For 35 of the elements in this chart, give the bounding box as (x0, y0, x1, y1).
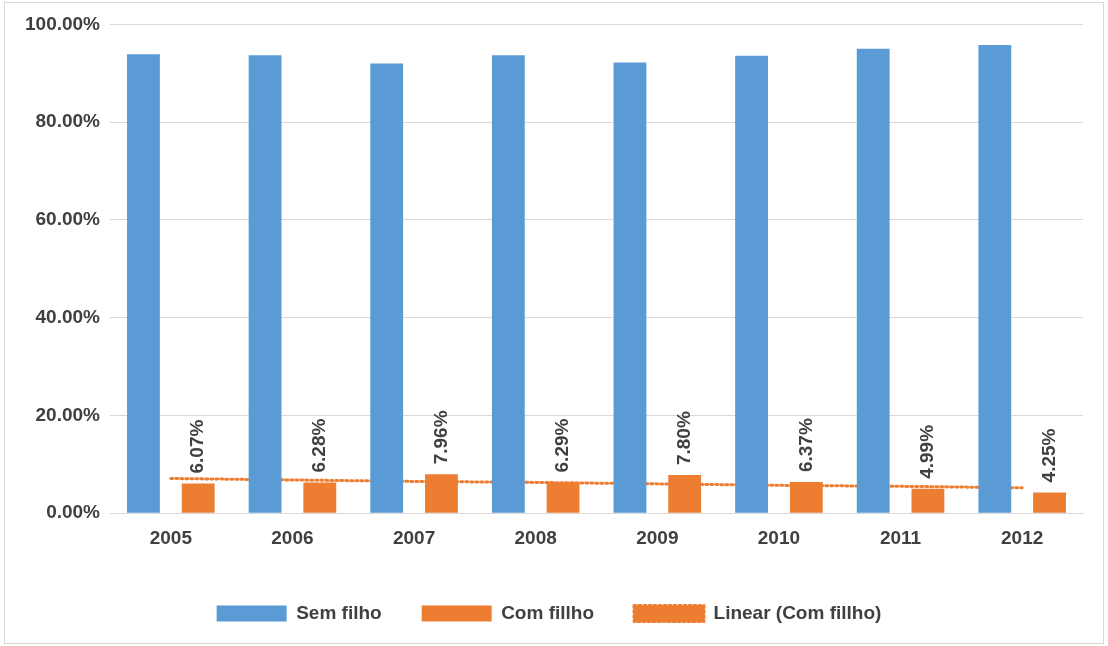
y-tick-label: 60.00% (35, 208, 101, 230)
x-tick-label: 2010 (757, 526, 801, 548)
y-tick-label: 0.00% (46, 501, 101, 523)
data-label: 7.96% (429, 410, 451, 465)
data-label: 6.37% (794, 418, 816, 473)
y-tick-label: 100.00% (24, 12, 101, 34)
data-label: 4.25% (1037, 428, 1059, 483)
bar (978, 44, 1012, 513)
bar (127, 54, 160, 513)
bar (370, 63, 404, 513)
y-tick-label: 20.00% (35, 403, 101, 425)
x-tick-label: 2006 (271, 526, 314, 548)
bar (181, 483, 215, 513)
bar (735, 55, 768, 513)
legend-label: Com fillho (501, 601, 595, 623)
x-tick-label: 2011 (879, 526, 922, 548)
data-label: 6.07% (186, 419, 208, 474)
legend-label: Linear (Com fillho) (713, 601, 882, 623)
x-tick-label: 2009 (636, 526, 679, 548)
data-label: 4.99% (916, 424, 938, 479)
bar (491, 55, 525, 513)
y-tick-label: 40.00% (35, 305, 101, 327)
bar (1033, 492, 1066, 513)
x-tick-label: 2012 (1001, 526, 1044, 548)
data-label: 6.28% (308, 418, 330, 473)
x-tick-label: 2005 (149, 526, 193, 548)
bar (613, 62, 647, 513)
legend-label: Sem filho (296, 601, 382, 623)
x-tick-label: 2008 (514, 526, 557, 548)
y-tick-label: 80.00% (35, 110, 101, 132)
data-label: 7.80% (672, 411, 694, 466)
bar (248, 55, 282, 513)
x-tick-label: 2007 (392, 526, 436, 548)
data-label: 6.29% (551, 418, 573, 473)
bar (856, 48, 890, 513)
